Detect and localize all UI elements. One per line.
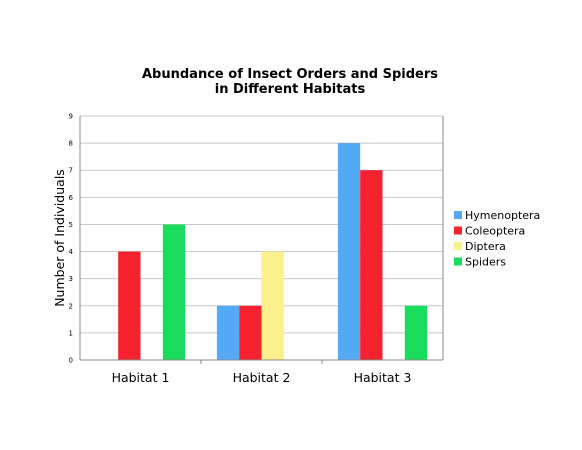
y-tick-label: 3 — [69, 275, 73, 283]
bar-spiders-habitat-3 — [404, 305, 428, 360]
chart-title-line-2: in Different Habitats — [215, 82, 366, 97]
y-tick-label: 5 — [69, 221, 73, 229]
bar-diptera-habitat-2 — [261, 251, 284, 360]
y-tick-label: 0 — [69, 357, 73, 365]
bars — [118, 143, 428, 360]
y-tick-label: 7 — [69, 167, 73, 175]
legend-label-coleoptera: Coleoptera — [465, 225, 525, 238]
x-tick-label: Habitat 3 — [354, 370, 412, 385]
legend-swatch-hymenoptera — [454, 211, 462, 219]
bar-spiders-habitat-1 — [162, 224, 186, 360]
x-tick-labels: Habitat 1 Habitat 2 Habitat 3 — [112, 370, 412, 385]
legend-swatch-diptera — [454, 242, 462, 250]
legend-label-spiders: Spiders — [465, 256, 506, 269]
axes — [79, 116, 444, 364]
bar-coleoptera-habitat-3 — [360, 170, 383, 360]
y-tick-label: 8 — [69, 140, 73, 148]
y-tick-label: 6 — [69, 194, 74, 202]
y-tick-labels: 0 1 2 3 4 5 6 7 8 9 — [69, 113, 74, 365]
bar-coleoptera-habitat-1 — [118, 251, 141, 360]
legend: Hymenoptera Coleoptera Diptera Spiders — [454, 209, 540, 269]
bar-hymenoptera-habitat-3 — [337, 143, 361, 360]
y-tick-label: 9 — [69, 113, 73, 121]
chart-title-line-1: Abundance of Insect Orders and Spiders — [142, 67, 438, 82]
bar-hymenoptera-habitat-2 — [216, 305, 240, 360]
x-tick-label: Habitat 1 — [112, 370, 170, 385]
y-axis-label: Number of Individuals — [52, 169, 67, 307]
legend-swatch-coleoptera — [454, 226, 462, 235]
legend-swatch-spiders — [454, 257, 462, 266]
legend-label-diptera: Diptera — [465, 240, 506, 253]
y-tick-label: 1 — [69, 329, 73, 337]
y-tick-label: 2 — [69, 302, 73, 310]
legend-label-hymenoptera: Hymenoptera — [465, 209, 540, 222]
bar-coleoptera-habitat-2 — [239, 305, 262, 360]
y-tick-label: 4 — [69, 248, 74, 256]
x-tick-label: Habitat 2 — [233, 370, 291, 385]
